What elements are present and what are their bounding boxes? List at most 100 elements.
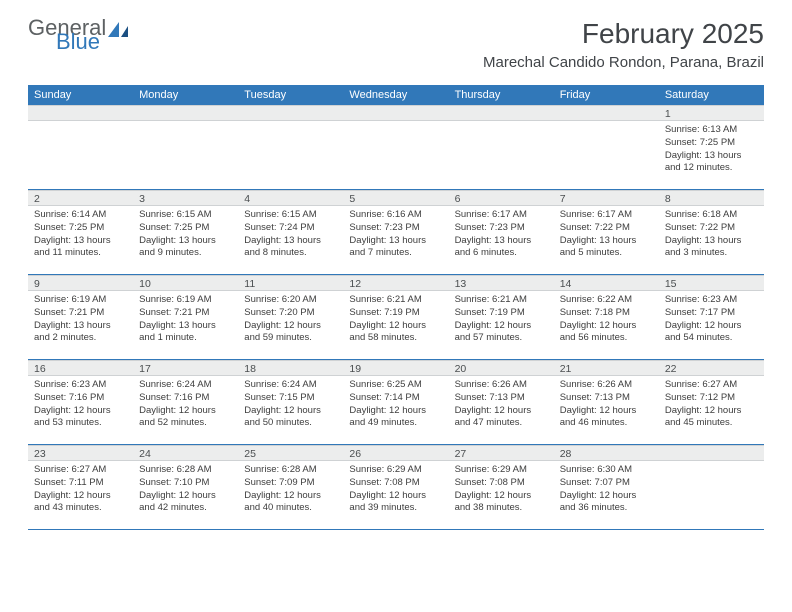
sunset-text: Sunset: 7:22 PM: [560, 222, 653, 235]
daylight-text: Daylight: 12 hours and 53 minutes.: [34, 405, 127, 431]
sunset-text: Sunset: 7:22 PM: [665, 222, 758, 235]
sunset-text: Sunset: 7:13 PM: [560, 392, 653, 405]
day-body: Sunrise: 6:24 AMSunset: 7:15 PMDaylight:…: [238, 376, 343, 434]
day-cell: 15 Sunrise: 6:23 AMSunset: 7:17 PMDayligh…: [659, 275, 764, 359]
day-cell: 28Sunrise: 6:30 AMSunset: 7:07 PMDayligh…: [554, 445, 659, 529]
sunset-text: Sunset: 7:15 PM: [244, 392, 337, 405]
logo: General Blue: [28, 18, 130, 52]
daylight-text: Daylight: 12 hours and 42 minutes.: [139, 490, 232, 516]
day-cell: [659, 445, 764, 529]
day-number: 1: [659, 105, 764, 121]
sunset-text: Sunset: 7:23 PM: [349, 222, 442, 235]
sunset-text: Sunset: 7:09 PM: [244, 477, 337, 490]
day-cell: 7Sunrise: 6:17 AMSunset: 7:22 PMDaylight…: [554, 190, 659, 274]
day-header: Wednesday: [343, 85, 448, 105]
day-body: Sunrise: 6:24 AMSunset: 7:16 PMDaylight:…: [133, 376, 238, 434]
daylight-text: Daylight: 12 hours and 54 minutes.: [665, 320, 758, 346]
sunrise-text: Sunrise: 6:23 AM: [34, 379, 127, 392]
day-number: 25: [238, 445, 343, 461]
sunrise-text: Sunrise: 6:23 AM: [665, 294, 758, 307]
sunset-text: Sunset: 7:16 PM: [34, 392, 127, 405]
daylight-text: Daylight: 12 hours and 38 minutes.: [455, 490, 548, 516]
daylight-text: Daylight: 12 hours and 40 minutes.: [244, 490, 337, 516]
sunset-text: Sunset: 7:08 PM: [455, 477, 548, 490]
sunset-text: Sunset: 7:17 PM: [665, 307, 758, 320]
sunset-text: Sunset: 7:21 PM: [139, 307, 232, 320]
day-body: Sunrise: 6:14 AMSunset: 7:25 PMDaylight:…: [28, 206, 133, 264]
daylight-text: Daylight: 13 hours and 8 minutes.: [244, 235, 337, 261]
day-cell: 17Sunrise: 6:24 AMSunset: 7:16 PMDayligh…: [133, 360, 238, 444]
day-number: 8: [659, 190, 764, 206]
title-block: February 2025 Marechal Candido Rondon, P…: [483, 18, 764, 71]
day-number: 10: [133, 275, 238, 291]
day-body: Sunrise: 6:27 AMSunset: 7:12 PMDaylight:…: [659, 376, 764, 434]
daylight-text: Daylight: 13 hours and 12 minutes.: [665, 150, 758, 176]
daylight-text: Daylight: 12 hours and 43 minutes.: [34, 490, 127, 516]
daylight-text: Daylight: 13 hours and 5 minutes.: [560, 235, 653, 261]
day-body: Sunrise: 6:26 AMSunset: 7:13 PMDaylight:…: [449, 376, 554, 434]
sunset-text: Sunset: 7:13 PM: [455, 392, 548, 405]
day-number: [343, 105, 448, 121]
day-cell: 18Sunrise: 6:24 AMSunset: 7:15 PMDayligh…: [238, 360, 343, 444]
day-cell: 19Sunrise: 6:25 AMSunset: 7:14 PMDayligh…: [343, 360, 448, 444]
day-cell: 16Sunrise: 6:23 AMSunset: 7:16 PMDayligh…: [28, 360, 133, 444]
sunset-text: Sunset: 7:25 PM: [139, 222, 232, 235]
day-cell: 6Sunrise: 6:17 AMSunset: 7:23 PMDaylight…: [449, 190, 554, 274]
daylight-text: Daylight: 12 hours and 49 minutes.: [349, 405, 442, 431]
day-cell: 13Sunrise: 6:21 AMSunset: 7:19 PMDayligh…: [449, 275, 554, 359]
sunset-text: Sunset: 7:12 PM: [665, 392, 758, 405]
day-cell: [133, 105, 238, 189]
sunset-text: Sunset: 7:10 PM: [139, 477, 232, 490]
sunset-text: Sunset: 7:21 PM: [34, 307, 127, 320]
day-cell: 27Sunrise: 6:29 AMSunset: 7:08 PMDayligh…: [449, 445, 554, 529]
day-number: 2: [28, 190, 133, 206]
day-cell: 5Sunrise: 6:16 AMSunset: 7:23 PMDaylight…: [343, 190, 448, 274]
day-header-row: SundayMondayTuesdayWednesdayThursdayFrid…: [28, 85, 764, 105]
day-number: 17: [133, 360, 238, 376]
day-number: 15: [659, 275, 764, 291]
day-cell: 25Sunrise: 6:28 AMSunset: 7:09 PMDayligh…: [238, 445, 343, 529]
day-cell: 22Sunrise: 6:27 AMSunset: 7:12 PMDayligh…: [659, 360, 764, 444]
day-header: Sunday: [28, 85, 133, 105]
day-number: 7: [554, 190, 659, 206]
day-body: Sunrise: 6:25 AMSunset: 7:14 PMDaylight:…: [343, 376, 448, 434]
day-cell: [554, 105, 659, 189]
day-number: 5: [343, 190, 448, 206]
day-cell: 24Sunrise: 6:28 AMSunset: 7:10 PMDayligh…: [133, 445, 238, 529]
sunrise-text: Sunrise: 6:18 AM: [665, 209, 758, 222]
day-number: 28: [554, 445, 659, 461]
day-body: [343, 121, 448, 128]
daylight-text: Daylight: 13 hours and 1 minute.: [139, 320, 232, 346]
sunset-text: Sunset: 7:19 PM: [455, 307, 548, 320]
day-header: Tuesday: [238, 85, 343, 105]
day-body: Sunrise: 6:17 AMSunset: 7:22 PMDaylight:…: [554, 206, 659, 264]
daylight-text: Daylight: 13 hours and 11 minutes.: [34, 235, 127, 261]
day-cell: [238, 105, 343, 189]
sunset-text: Sunset: 7:25 PM: [34, 222, 127, 235]
sunrise-text: Sunrise: 6:19 AM: [139, 294, 232, 307]
daylight-text: Daylight: 12 hours and 47 minutes.: [455, 405, 548, 431]
day-body: Sunrise: 6:16 AMSunset: 7:23 PMDaylight:…: [343, 206, 448, 264]
daylight-text: Daylight: 13 hours and 2 minutes.: [34, 320, 127, 346]
sunset-text: Sunset: 7:08 PM: [349, 477, 442, 490]
day-number: 4: [238, 190, 343, 206]
day-number: 27: [449, 445, 554, 461]
sunrise-text: Sunrise: 6:21 AM: [455, 294, 548, 307]
day-number: 20: [449, 360, 554, 376]
sunrise-text: Sunrise: 6:15 AM: [139, 209, 232, 222]
daylight-text: Daylight: 12 hours and 50 minutes.: [244, 405, 337, 431]
sunrise-text: Sunrise: 6:19 AM: [34, 294, 127, 307]
day-body: Sunrise: 6:15 AMSunset: 7:24 PMDaylight:…: [238, 206, 343, 264]
day-number: 11: [238, 275, 343, 291]
day-cell: 11Sunrise: 6:20 AMSunset: 7:20 PMDayligh…: [238, 275, 343, 359]
calendar: SundayMondayTuesdayWednesdayThursdayFrid…: [28, 85, 764, 530]
day-number: 6: [449, 190, 554, 206]
sunrise-text: Sunrise: 6:30 AM: [560, 464, 653, 477]
day-cell: 20Sunrise: 6:26 AMSunset: 7:13 PMDayligh…: [449, 360, 554, 444]
day-body: Sunrise: 6:29 AMSunset: 7:08 PMDaylight:…: [449, 461, 554, 519]
day-body: Sunrise: 6:13 AMSunset: 7:25 PMDaylight:…: [659, 121, 764, 179]
day-number: 3: [133, 190, 238, 206]
day-cell: 1Sunrise: 6:13 AMSunset: 7:25 PMDaylight…: [659, 105, 764, 189]
daylight-text: Daylight: 13 hours and 3 minutes.: [665, 235, 758, 261]
sunrise-text: Sunrise: 6:21 AM: [349, 294, 442, 307]
